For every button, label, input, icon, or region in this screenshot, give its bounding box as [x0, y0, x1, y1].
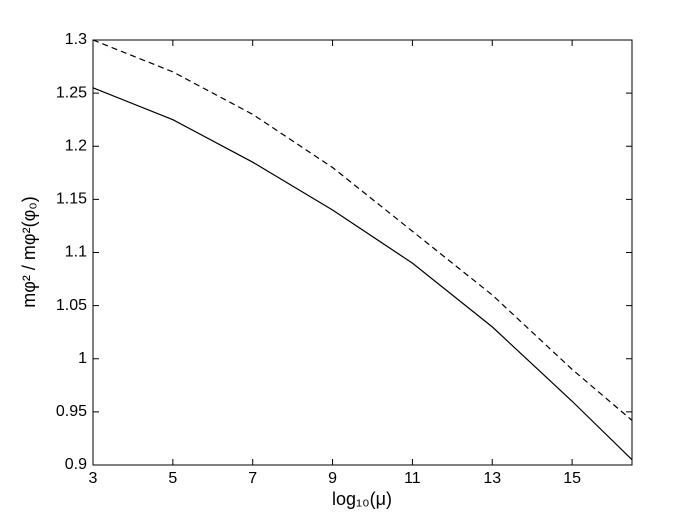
- y-tick-label: 1.2: [65, 137, 87, 154]
- y-tick-label: 1: [78, 350, 87, 367]
- x-tick-label: 13: [483, 470, 501, 487]
- y-tick-label: 1.05: [56, 297, 87, 314]
- y-tick-label: 1.3: [65, 31, 87, 48]
- x-tick-label: 11: [404, 470, 421, 487]
- x-tick-label: 15: [563, 470, 581, 487]
- y-tick-label: 1.1: [65, 244, 87, 261]
- x-tick-label: 9: [328, 470, 337, 487]
- x-tick-label: 3: [89, 470, 98, 487]
- y-tick-label: 0.9: [65, 456, 87, 473]
- x-tick-label: 7: [248, 470, 257, 487]
- x-tick-label: 5: [168, 470, 177, 487]
- x-axis-label: log₁₀(μ): [332, 489, 392, 509]
- y-tick-label: 1.25: [56, 84, 87, 101]
- data-line: [92, 39, 633, 421]
- y-axis-label: mφ² / mφ²(φ₀): [19, 196, 39, 307]
- y-tick-label: 1.15: [56, 191, 87, 208]
- y-tick-label: 0.95: [56, 403, 87, 420]
- data-line: [92, 87, 633, 461]
